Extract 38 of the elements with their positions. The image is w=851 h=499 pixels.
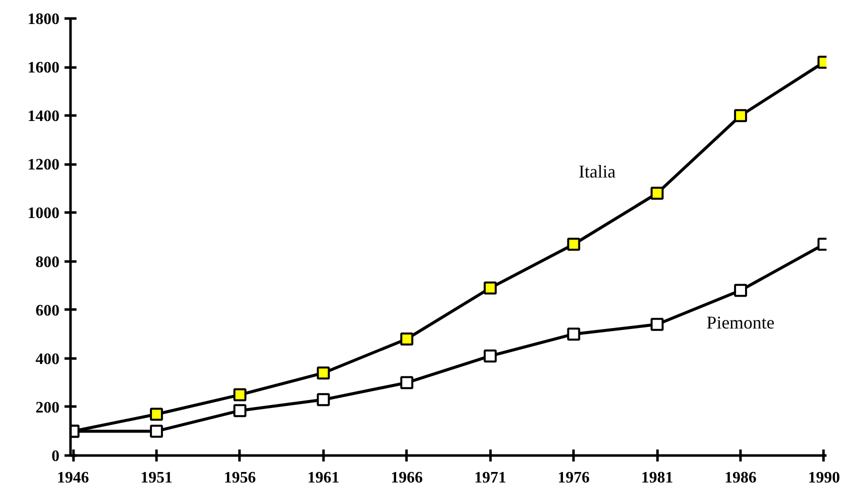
y-tick-label: 400 — [36, 350, 60, 368]
x-tick-label: 1971 — [474, 470, 506, 486]
series-label: Piemonte — [706, 312, 775, 332]
x-tick-label: 1981 — [641, 470, 674, 486]
y-tick-label: 1800 — [28, 11, 60, 28]
point — [484, 349, 497, 362]
y-tick-label: 800 — [36, 254, 60, 271]
y-tick-label: 200 — [36, 399, 60, 416]
point — [734, 284, 748, 297]
y-tick-label: 1000 — [28, 205, 60, 222]
x-tick-label: 1951 — [140, 470, 172, 486]
point — [734, 109, 748, 122]
x-tick-label: 1986 — [724, 470, 757, 486]
point — [650, 186, 664, 200]
x-tick-label: 1946 — [57, 470, 90, 486]
y-tick-label: 1600 — [28, 60, 60, 77]
point — [484, 281, 497, 294]
x-tick-label: 1956 — [224, 470, 256, 486]
x-tick-label: 1990 — [808, 470, 840, 486]
point — [400, 376, 414, 390]
point — [150, 424, 163, 438]
point — [316, 366, 330, 380]
point — [400, 332, 414, 346]
y-tick-label: 600 — [36, 302, 60, 320]
y-tick-label: 0 — [52, 448, 60, 465]
y-tick-label: 1200 — [28, 156, 60, 174]
x-tick-label: 1961 — [307, 470, 340, 486]
point — [567, 238, 580, 251]
y-tick-label: 1400 — [28, 108, 60, 126]
series-label: Italia — [578, 161, 616, 182]
point — [650, 318, 664, 331]
point — [150, 408, 163, 421]
x-tick-label: 1976 — [558, 470, 590, 486]
point — [316, 393, 330, 406]
point — [233, 404, 246, 418]
point — [567, 328, 580, 341]
x-tick-label: 1966 — [390, 470, 423, 486]
point — [233, 388, 246, 402]
